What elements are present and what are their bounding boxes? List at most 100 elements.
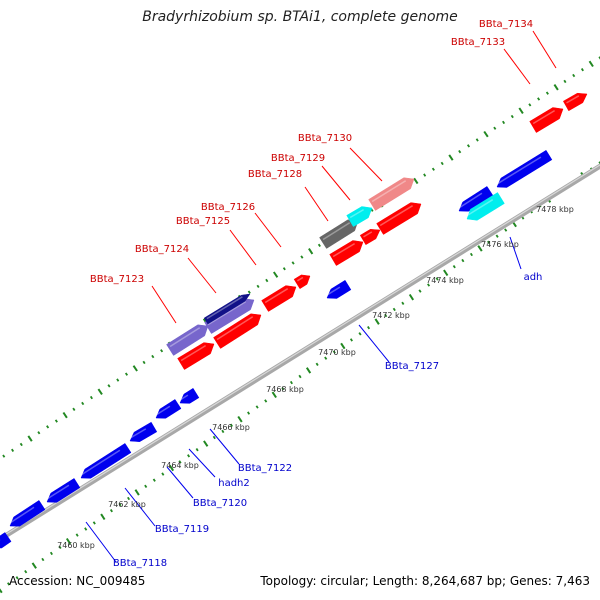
gene-pink-shine: [371, 180, 407, 203]
inner-tick: [65, 537, 72, 545]
outer-tick: [27, 435, 33, 442]
gene-forward-1-shine: [216, 316, 254, 341]
scale-label-1: 7462 kbp: [108, 500, 146, 509]
gene-label-forward-3: BBta_7126: [201, 202, 255, 213]
inner-tick: [41, 557, 45, 562]
outer-tick: [528, 103, 532, 107]
leader-forward-0: [151, 285, 177, 324]
gene-forward-1: [213, 313, 262, 349]
gene-cyan-2-shine: [466, 199, 494, 217]
gene-forward-8: [562, 92, 588, 112]
outer-tick: [537, 97, 541, 101]
outer-tick: [142, 360, 146, 365]
genome-backbone: [0, 163, 600, 543]
inner-tick: [264, 399, 268, 403]
gene-reverse-4: [129, 421, 158, 442]
scale-label-2: 7464 kbp: [161, 461, 199, 470]
inner-tick: [281, 387, 285, 391]
gene-label-forward-6: BBta_7130: [298, 133, 352, 144]
outer-tick: [107, 384, 111, 388]
inner-tick: [161, 472, 165, 476]
inner-tick: [58, 545, 62, 549]
outer-tick: [291, 261, 295, 265]
diagram-title: Bradyrhizobium sp. BTAi1, complete genom…: [142, 9, 458, 25]
inner-tick: [0, 588, 3, 594]
scale-label-6: 7472 kbp: [372, 311, 410, 320]
leader-forward-3: [254, 212, 282, 248]
inner-tick: [152, 478, 156, 482]
outer-tick: [54, 419, 58, 423]
inner-tick: [408, 293, 415, 301]
outer-tick: [502, 120, 506, 125]
outer-tick: [265, 278, 269, 283]
gene-forward-2: [261, 285, 297, 312]
outer-tick: [580, 68, 584, 72]
outer-tick: [72, 407, 76, 411]
inner-tick: [598, 161, 600, 165]
inner-tick: [7, 582, 11, 586]
gene-forward-8-shine: [566, 95, 580, 104]
gene-forward-2-shine: [264, 288, 289, 304]
outer-tick: [89, 395, 93, 400]
gene-forward-3-shine: [297, 276, 304, 282]
gene-reverse-3: [80, 443, 132, 479]
outer-tick: [518, 107, 524, 114]
inner-tick: [255, 405, 259, 409]
inner-tick: [118, 502, 122, 507]
outer-tick: [124, 372, 129, 376]
genome-summary: Topology: circular; Length: 8,264,687 bp…: [260, 574, 590, 588]
inner-tick: [392, 307, 396, 312]
inner-tick: [203, 440, 209, 447]
leader-forward-2: [229, 229, 257, 266]
inner-tick: [100, 513, 106, 521]
outer-tick: [317, 243, 321, 248]
inner-tick: [271, 391, 277, 399]
outer-tick: [132, 365, 138, 372]
leader-reverse-4: [209, 428, 240, 465]
inner-tick: [340, 342, 346, 350]
leader-reverse-1: [124, 487, 156, 527]
outer-tick: [116, 378, 120, 382]
inner-tick: [324, 356, 328, 360]
leader-forward-7: [503, 48, 531, 85]
label-leaders: [85, 30, 557, 563]
gene-forward-7-shine: [532, 109, 555, 125]
outer-tick: [423, 173, 427, 177]
inner-tick: [305, 367, 312, 374]
outer-tick: [545, 91, 549, 95]
outer-tick: [282, 267, 286, 271]
gene-purple-1: [166, 324, 209, 356]
gene-pink: [368, 177, 415, 211]
inner-tick: [49, 551, 53, 556]
outer-tick: [466, 144, 471, 148]
inner-tick: [418, 289, 422, 293]
gene-label-reverse-3: hadh2: [218, 478, 250, 489]
inner-tick: [495, 234, 499, 238]
inner-tick: [374, 318, 380, 325]
gene-cyan-2: [466, 192, 505, 221]
gene-forward-0-shine: [180, 344, 206, 362]
gene-reverse-6-shine: [180, 394, 189, 401]
inner-tick: [349, 338, 353, 342]
gene-label-forward-2: BBta_7125: [176, 216, 230, 227]
outer-tick: [300, 255, 304, 259]
scale-label-9: 7478 kbp: [536, 205, 574, 214]
outer-tick: [19, 442, 23, 447]
outer-tick: [37, 431, 41, 435]
inner-tick: [229, 423, 233, 427]
outer-tick: [483, 130, 489, 138]
inner-tick: [332, 350, 336, 354]
inner-tick: [384, 313, 388, 318]
gene-cyan-1-shine: [349, 208, 364, 219]
outer-tick: [272, 271, 279, 278]
gene-reverse-2: [46, 478, 81, 503]
leader-reverse-5: [358, 324, 390, 363]
gene-forward-5: [359, 229, 381, 246]
inner-tick: [24, 570, 28, 574]
outer-tick: [448, 154, 454, 161]
gene-purple-1-shine: [169, 327, 201, 348]
inner-tick: [134, 489, 140, 496]
outer-tick: [247, 290, 251, 294]
scale-label-8: 7476 kbp: [481, 240, 519, 249]
gene-reverse-6: [179, 387, 200, 404]
